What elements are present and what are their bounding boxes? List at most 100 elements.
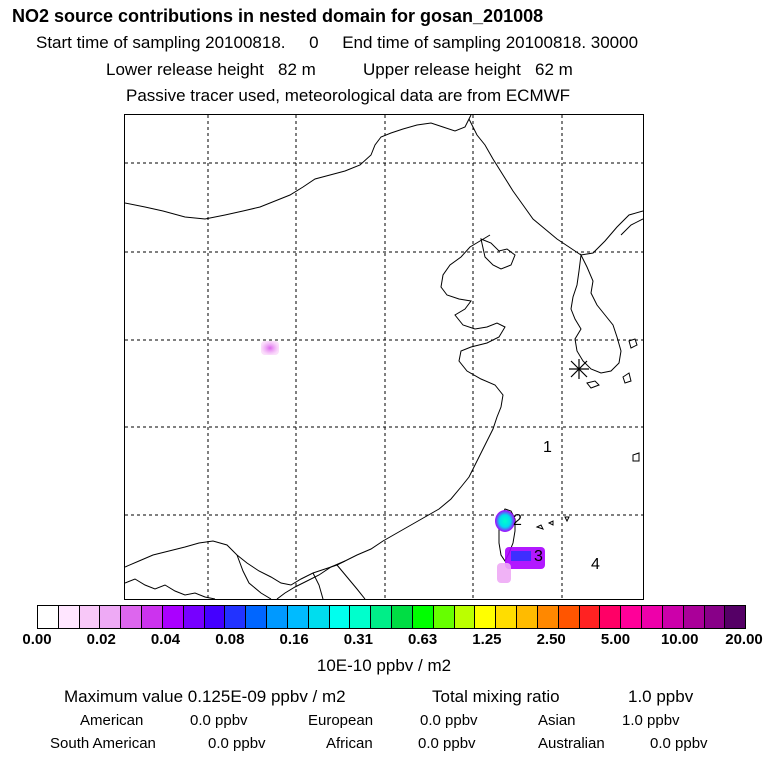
colorbar-tick-label: 0.00 — [22, 631, 52, 648]
marker-4: 4 — [591, 556, 600, 573]
graticule — [125, 115, 643, 599]
colorbar-tick-label: 0.08 — [215, 631, 245, 648]
colorbar-swatch — [475, 606, 497, 628]
colorbar-swatch — [267, 606, 288, 628]
release-height-line: Lower release height 82 m Upper release … — [106, 60, 573, 80]
receptor-station — [569, 359, 589, 379]
sampling-time-line: Start time of sampling 20100818. 0 End t… — [36, 33, 638, 53]
total-mixing-line: Total mixing ratio — [432, 687, 560, 707]
colorbar-swatch — [725, 606, 746, 628]
colorbar-swatch — [662, 606, 684, 628]
lower-label: Lower release height — [106, 60, 264, 79]
colorbar-swatch — [371, 606, 393, 628]
colorbar-swatch — [79, 606, 101, 628]
south-border-wiggle — [125, 578, 216, 599]
region-name: South American — [50, 735, 156, 752]
map-canvas: 1 2 3 4 — [125, 115, 643, 599]
region-markers: 1 2 3 4 — [513, 439, 600, 573]
colorbar-swatch — [204, 606, 226, 628]
colorbar-swatch — [162, 606, 184, 628]
end-value: 20100818. 30000 — [505, 33, 639, 52]
southeast-asia-border — [236, 554, 366, 599]
colorbar-swatch — [433, 606, 455, 628]
manchuria-border — [468, 118, 643, 256]
mongolia-border — [125, 115, 472, 220]
region-name: European — [308, 712, 374, 729]
lower-value: 82 m — [278, 60, 316, 79]
upper-label: Upper release height — [363, 60, 521, 79]
colorbar-tick-label: 2.50 — [536, 631, 566, 648]
region-value: 0.0 ppbv — [208, 735, 266, 752]
korea-coast — [570, 253, 622, 374]
marker-2: 2 — [513, 512, 522, 529]
korea-shantung — [480, 238, 516, 270]
colorbar-swatch — [246, 606, 268, 628]
chart-title: NO2 source contributions in nested domai… — [12, 6, 544, 26]
colorbar-tick-label: 20.00 — [725, 631, 763, 648]
colorbar-swatch — [142, 606, 163, 628]
colorbar-tick-label: 0.02 — [86, 631, 116, 648]
colorbar-tick-label: 0.63 — [408, 631, 438, 648]
colorbar-swatch — [704, 606, 726, 628]
colorbar-swatch — [558, 606, 580, 628]
total-value: 1.0 ppbv — [628, 687, 694, 706]
start-label: Start time of sampling — [36, 33, 201, 52]
korea-ne-coast — [620, 218, 643, 236]
colorbar-tick-label: 10.00 — [660, 631, 699, 648]
colorbar-tick-label: 0.04 — [150, 631, 181, 648]
colorbar-tick-label: 1.25 — [472, 631, 502, 648]
colorbar-swatch — [454, 606, 476, 628]
region-value: 0.0 ppbv — [190, 712, 248, 729]
colorbar-swatch — [225, 606, 247, 628]
colorbar-swatch — [287, 606, 309, 628]
colorbar-tick-label: 5.00 — [600, 631, 631, 648]
bohai-coast — [276, 234, 506, 599]
colorbar-swatch — [642, 606, 663, 628]
region-value: 0.0 ppbv — [418, 735, 476, 752]
jeju-island — [586, 380, 600, 389]
colorbar-swatch — [579, 606, 601, 628]
colorbar-swatch — [350, 606, 372, 628]
total-label: Total mixing ratio — [432, 687, 560, 706]
colorbar-swatch — [58, 606, 80, 628]
tracer-note: Passive tracer used, meteorological data… — [126, 86, 571, 105]
colorbar-swatch — [621, 606, 643, 628]
region-value: 0.0 ppbv — [650, 735, 708, 752]
colorbar-swatch — [392, 606, 413, 628]
colorbar-swatch — [517, 606, 538, 628]
plume-inland — [261, 341, 279, 355]
region-name: Asian — [538, 712, 576, 729]
colorbar-swatch — [308, 606, 330, 628]
marker-3: 3 — [534, 548, 543, 565]
colorbar-swatch — [100, 606, 122, 628]
colorbar-swatch — [412, 606, 434, 628]
colorbar-swatch — [183, 606, 205, 628]
colorbar-swatch — [329, 606, 351, 628]
colorbar-swatch — [683, 606, 705, 628]
start-value: 20100818. 0 — [205, 33, 319, 52]
coastlines-borders — [125, 115, 643, 599]
max-label: Maximum value — [64, 687, 184, 706]
plume-south-peak — [511, 551, 531, 561]
colorbar-swatch — [38, 606, 59, 628]
colorbar-swatch — [121, 606, 143, 628]
ryukyu-islands — [535, 516, 570, 530]
colorbar — [37, 605, 746, 629]
plume-taiwan-hotspot — [495, 510, 515, 532]
colorbar-tick-label: 0.31 — [343, 631, 373, 648]
upper-value: 62 m — [535, 60, 573, 79]
colorbar-swatch — [496, 606, 518, 628]
region-name: Australian — [538, 735, 605, 752]
region-name: American — [80, 712, 144, 729]
region-value: 1.0 ppbv — [622, 712, 680, 729]
region-name: African — [326, 735, 373, 752]
map-panel: 1 2 3 4 — [124, 114, 644, 600]
japan-islands — [622, 338, 640, 462]
concentration-field — [261, 341, 545, 583]
end-label: End time of sampling — [342, 33, 501, 52]
max-value: 0.125E-09 ppbv / m2 — [187, 687, 346, 706]
marker-1: 1 — [543, 439, 552, 456]
colorbar-tick-label: 0.16 — [279, 631, 309, 648]
plume-south-tail — [497, 563, 511, 583]
max-value-line: Maximum value 0.125E-09 ppbv / m2 — [64, 687, 346, 707]
